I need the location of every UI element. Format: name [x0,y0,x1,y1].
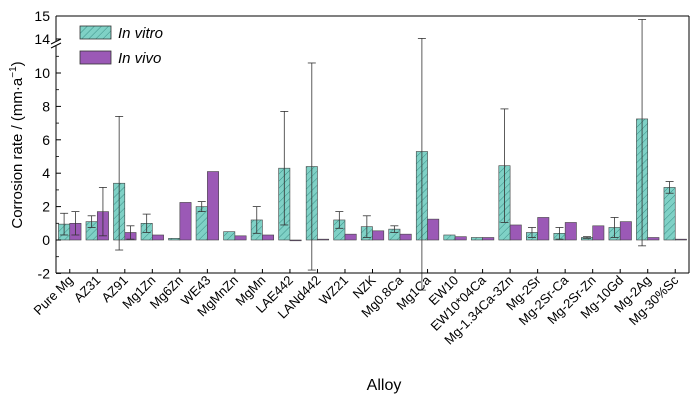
bar-in-vivo [399,233,412,241]
y-axis-title-superscript: −1 [8,66,19,78]
bar-in-vivo [234,235,247,241]
bar-in-vivo [152,234,164,241]
bar-in-vivo [592,225,605,241]
bar-in-vivo [289,239,302,242]
x-tick-label: AZ31 [71,273,104,306]
bar-in-vivo [482,237,495,241]
x-axis-title: Alloy [367,377,402,394]
bar-in-vivo [674,238,687,241]
legend-label-in-vivo: In vivo [118,50,161,67]
legend-swatch-in-vitro [79,25,112,40]
bar-in-vivo [344,233,357,241]
bar-in-vitro [168,238,181,241]
bar-in-vitro [443,234,456,241]
y-tick-label: 15 [34,8,50,24]
bar-in-vivo [372,230,385,241]
y-tick-label: 2 [42,199,50,215]
y-axis-title-main: Corrosion rate / (mm·a [9,77,26,229]
y-tick-label: 0 [42,232,50,248]
bar-in-vitro [470,237,483,241]
y-tick-label: 10 [34,65,50,81]
legend: In vitro In vivo [79,25,163,67]
bar-in-vivo [509,224,522,241]
bar-in-vitro [223,231,236,241]
bar-in-vivo [207,171,219,241]
legend-label-in-vitro: In vitro [118,25,163,42]
bar-in-vivo [537,217,550,241]
axes-layer [50,15,690,274]
y-tick-label: -2 [38,265,51,281]
bar-in-vivo [262,234,275,241]
bars-layer [58,118,687,242]
bar-in-vivo [647,237,660,241]
bar-in-vivo [564,222,577,241]
bar-in-vivo [179,202,192,241]
bar-in-vivo [427,218,440,241]
y-tick-label: 6 [42,132,50,148]
y-tick-label: 14 [34,31,50,47]
error-bars-layer [60,19,674,291]
bar-in-vivo [317,238,330,241]
axis-break-mark [50,42,62,49]
x-tick-label: WZ21 [316,273,351,308]
y-axis-title-end: ) [9,61,26,66]
axis-break-mark [50,38,62,45]
y-tick-label: 4 [42,165,50,181]
y-axis-title: Corrosion rate / (mm·a−1) [8,61,26,228]
bar-in-vivo [454,236,467,241]
bar-in-vitro [663,187,676,241]
bar-in-vivo [619,221,632,241]
legend-swatch-in-vivo [79,50,112,65]
y-tick-label: 8 [42,98,50,114]
